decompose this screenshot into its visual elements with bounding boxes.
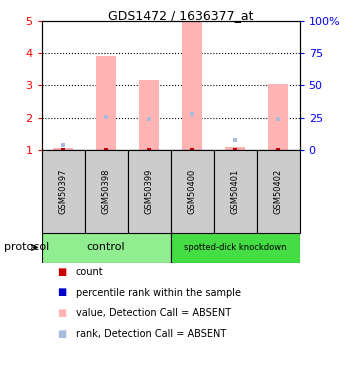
Text: value, Detection Call = ABSENT: value, Detection Call = ABSENT: [76, 308, 231, 318]
Bar: [139, 81, 159, 150]
Bar: [96, 56, 116, 150]
Bar: [84, 150, 127, 232]
Bar: [42, 232, 170, 262]
Bar: [225, 147, 245, 150]
Text: GSM50398: GSM50398: [101, 168, 110, 214]
Bar: [127, 150, 170, 232]
Bar: [170, 150, 214, 232]
Text: ■: ■: [57, 308, 66, 318]
Text: ■: ■: [57, 329, 66, 339]
Text: ■: ■: [57, 267, 66, 277]
Text: control: control: [87, 243, 125, 252]
Text: ■: ■: [57, 288, 66, 297]
Text: GSM50402: GSM50402: [274, 169, 283, 214]
Text: percentile rank within the sample: percentile rank within the sample: [76, 288, 241, 297]
Text: GSM50400: GSM50400: [188, 169, 197, 214]
Text: spotted-dick knockdown: spotted-dick knockdown: [184, 243, 286, 252]
Bar: [214, 150, 257, 232]
Text: count: count: [76, 267, 104, 277]
Bar: [257, 150, 300, 232]
Text: GDS1472 / 1636377_at: GDS1472 / 1636377_at: [108, 9, 253, 22]
Bar: [269, 84, 288, 150]
Bar: [42, 150, 84, 232]
Text: GSM50401: GSM50401: [231, 169, 240, 214]
Text: protocol: protocol: [4, 243, 49, 252]
Text: GSM50397: GSM50397: [58, 168, 68, 214]
Bar: [170, 232, 300, 262]
Text: GSM50399: GSM50399: [144, 169, 153, 214]
Text: rank, Detection Call = ABSENT: rank, Detection Call = ABSENT: [76, 329, 226, 339]
Bar: [182, 22, 202, 150]
Bar: [53, 148, 73, 150]
